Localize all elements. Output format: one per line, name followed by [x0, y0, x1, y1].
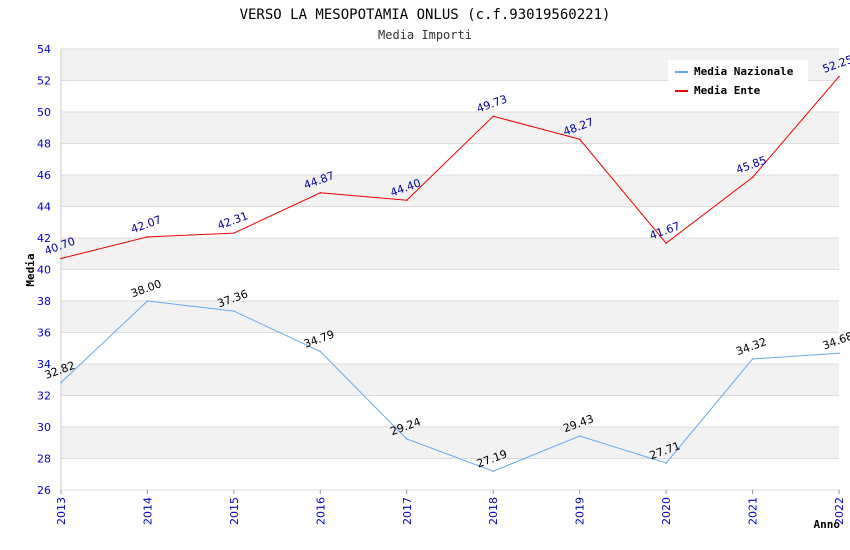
- data-point: [60, 257, 62, 260]
- series-line-media-ente: [60, 76, 840, 259]
- y-tick-label: 30: [37, 421, 51, 434]
- y-axis-label: Media: [24, 253, 37, 286]
- x-tick-label: 2014: [141, 497, 154, 525]
- x-tick-label: 2015: [228, 497, 241, 525]
- x-tick-label: 2013: [55, 497, 68, 525]
- x-tick-label: 2018: [487, 497, 500, 525]
- data-label: 45.85: [734, 154, 768, 177]
- data-point: [665, 462, 667, 464]
- legend-box: [668, 60, 808, 102]
- data-point: [578, 138, 581, 141]
- background-band: [61, 364, 839, 396]
- background-band: [61, 112, 839, 144]
- data-point: [838, 352, 840, 355]
- data-point: [60, 381, 62, 384]
- legend-label-media-nazionale: Media Nazionale: [694, 65, 794, 78]
- data-point: [578, 435, 581, 437]
- data-label: 42.07: [129, 213, 163, 236]
- y-tick-label: 52: [37, 75, 51, 88]
- data-point: [665, 242, 667, 244]
- x-tick-label: 2021: [747, 497, 760, 525]
- y-tick-label: 26: [37, 484, 51, 497]
- data-point: [319, 350, 322, 353]
- y-tick-label: 38: [37, 295, 51, 308]
- x-tick-label: 2020: [660, 497, 673, 525]
- data-label: 42.31: [216, 209, 250, 232]
- background-band: [61, 427, 839, 459]
- background-band: [61, 238, 839, 270]
- data-point: [233, 232, 235, 234]
- grid-lines: [61, 48, 839, 491]
- y-tick-label: 48: [37, 138, 51, 151]
- chart-title: VERSO LA MESOPOTAMIA ONLUS (c.f.93019560…: [240, 7, 611, 23]
- data-point: [492, 115, 495, 118]
- data-point: [405, 199, 408, 201]
- data-point: [751, 176, 754, 179]
- x-axis-ticks: 2013 2014 2015 2016 2017 2018 2019 2020 2021 2022: [55, 490, 846, 525]
- data-point: [751, 358, 754, 360]
- y-tick-label: 50: [37, 106, 51, 119]
- y-tick-label: 54: [37, 43, 51, 56]
- x-tick-label: 2022: [833, 497, 846, 525]
- data-label: 38.00: [129, 277, 163, 300]
- y-tick-label: 40: [37, 264, 51, 277]
- data-point: [146, 300, 149, 302]
- y-tick-label: 46: [37, 169, 51, 182]
- x-tick-label: 2017: [401, 497, 414, 525]
- x-axis-label: Anno: [814, 518, 841, 531]
- background-band: [61, 175, 839, 207]
- y-tick-label: 42: [37, 232, 51, 245]
- y-tick-label: 44: [37, 201, 51, 214]
- data-point: [405, 438, 408, 440]
- chart-subtitle: Media Importi: [378, 28, 472, 42]
- series-line-media-nazionale: [60, 300, 840, 472]
- legend: Media Nazionale Media Ente: [668, 60, 808, 102]
- background-bands: [61, 49, 839, 459]
- y-tick-label: 36: [37, 327, 51, 340]
- background-band: [61, 301, 839, 333]
- data-label: 34.32: [734, 335, 768, 358]
- x-tick-label: 2019: [574, 497, 587, 525]
- series-lines: [60, 75, 840, 473]
- data-point: [838, 75, 840, 78]
- data-point: [492, 470, 495, 473]
- data-point: [319, 191, 322, 194]
- data-point: [233, 310, 235, 312]
- y-tick-label: 28: [37, 453, 51, 466]
- y-tick-label: 34: [37, 358, 51, 371]
- x-tick-label: 2016: [314, 497, 327, 525]
- y-axis-ticks: 26 28 30 32 34 36 38 40 42 44 46 48 50 52 54: [37, 43, 51, 497]
- legend-label-media-ente: Media Ente: [694, 84, 761, 97]
- data-point: [146, 236, 149, 238]
- y-tick-label: 32: [37, 390, 51, 403]
